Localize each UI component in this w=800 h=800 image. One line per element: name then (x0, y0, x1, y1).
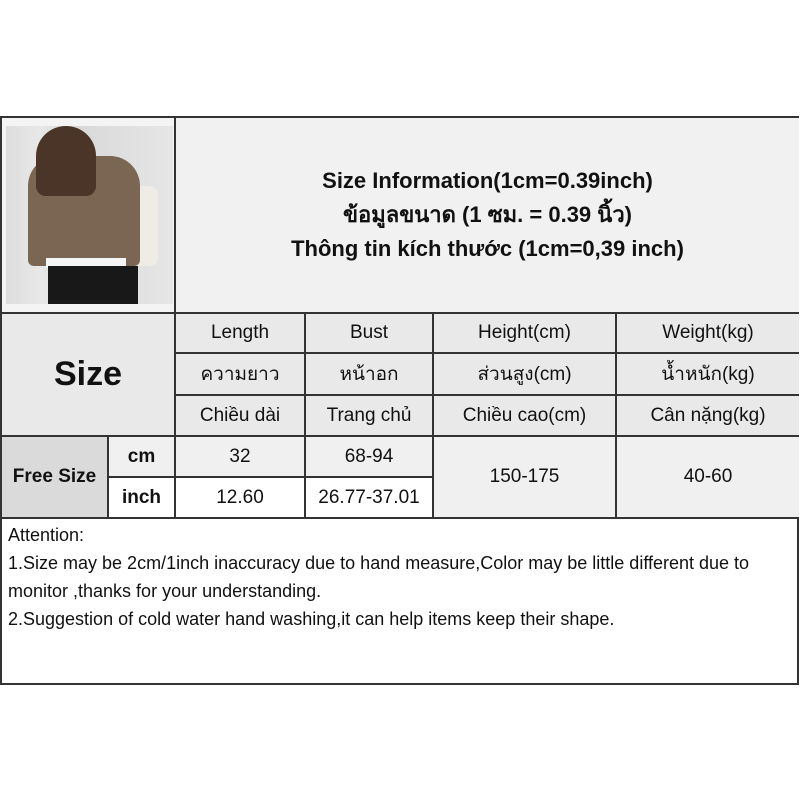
size-header: Size (2, 314, 176, 437)
length-cm: 32 (176, 437, 306, 478)
header-length-vi: Chiều dài (176, 396, 306, 437)
weight-range: 40-60 (617, 437, 799, 519)
attention-line-2: 2.Suggestion of cold water hand washing,… (8, 609, 615, 629)
free-size-label: Free Size (2, 437, 109, 519)
header-bust-vi: Trang chủ (306, 396, 434, 437)
title-thai: ข้อมูลขนาด (1 ซม. = 0.39 นิ้ว) (342, 202, 632, 227)
length-inch: 12.60 (176, 478, 306, 519)
bust-cm: 68-94 (306, 437, 434, 478)
attention-line-1: 1.Size may be 2cm/1inch inaccuracy due t… (8, 553, 755, 601)
title-english: Size Information(1cm=0.39inch) (322, 168, 653, 193)
product-photo-cell (2, 118, 176, 314)
header-weight-vi: Cân nặng(kg) (617, 396, 799, 437)
size-information-title: Size Information(1cm=0.39inch) ข้อมูลขนา… (176, 118, 799, 314)
header-height-en: Height(cm) (434, 314, 617, 354)
header-height-vi: Chiều cao(cm) (434, 396, 617, 437)
title-vietnamese: Thông tin kích thước (1cm=0,39 inch) (291, 236, 684, 261)
height-range: 150-175 (434, 437, 617, 519)
header-height-th: ส่วนสูง(cm) (434, 354, 617, 396)
header-bust-en: Bust (306, 314, 434, 354)
attention-heading: Attention: (8, 525, 85, 545)
unit-cm: cm (109, 437, 176, 478)
header-length-en: Length (176, 314, 306, 354)
header-length-th: ความยาว (176, 354, 306, 396)
header-weight-th: น้ำหนัก(kg) (617, 354, 799, 396)
size-chart-table: Size Information(1cm=0.39inch) ข้อมูลขนา… (0, 116, 799, 685)
bust-inch: 26.77-37.01 (306, 478, 434, 519)
unit-inch: inch (109, 478, 176, 519)
header-bust-th: หน้าอก (306, 354, 434, 396)
attention-notes: Attention: 1.Size may be 2cm/1inch inacc… (4, 519, 800, 635)
product-photo (6, 126, 173, 304)
header-weight-en: Weight(kg) (617, 314, 799, 354)
